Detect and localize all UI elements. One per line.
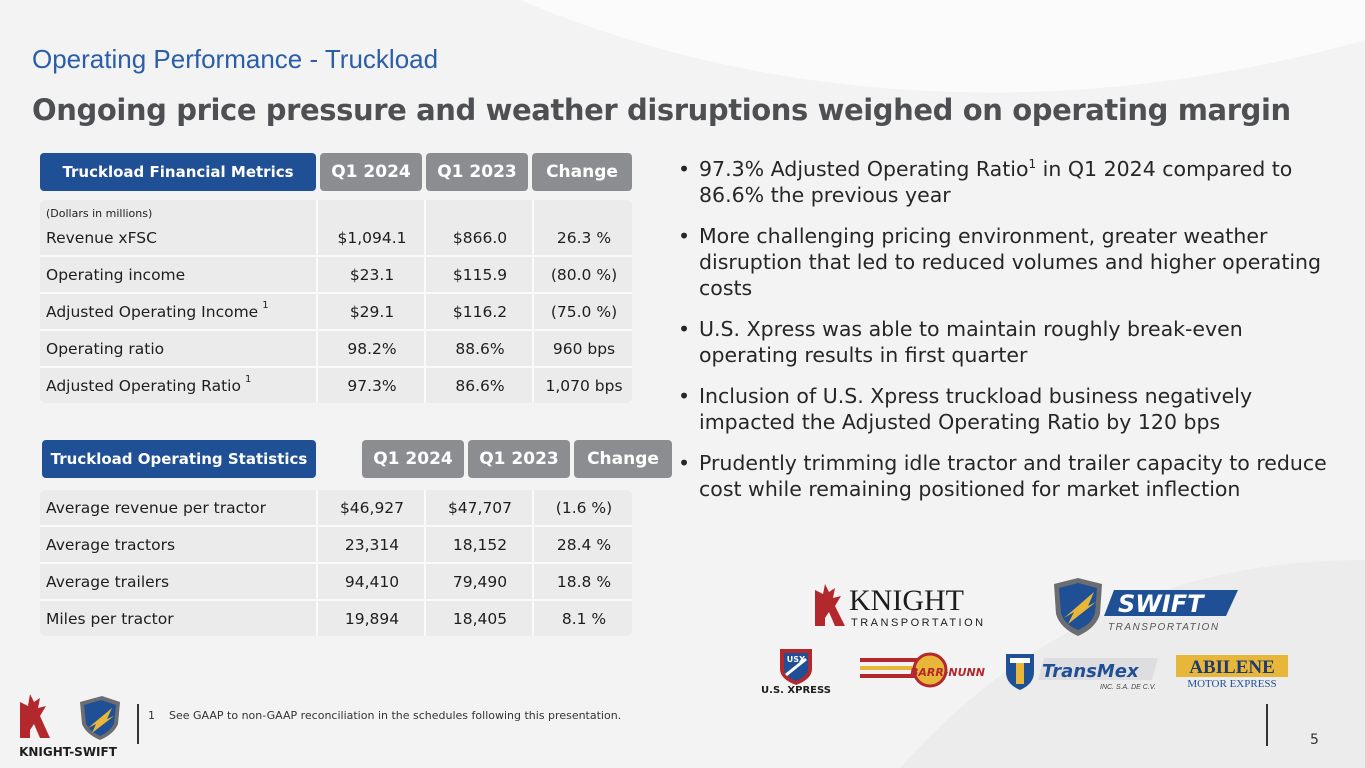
- bullet-list: 97.3% Adjusted Operating Ratio1 in Q1 20…: [678, 156, 1348, 517]
- change-value: 28.4 %: [532, 527, 632, 562]
- row-label: Average revenue per tractor: [46, 498, 267, 517]
- table-body: Average revenue per tractor $46,927 $47,…: [40, 490, 632, 636]
- bullet-item: More challenging pricing environment, gr…: [678, 223, 1348, 301]
- table-title: Truckload Operating Statistics: [42, 440, 316, 478]
- barr-nunn-logo-name: BARR-NUNN: [910, 666, 985, 679]
- row-label: Adjusted Operating Ratio 1: [46, 374, 252, 395]
- footnote-marker: 1: [262, 300, 269, 311]
- footnote-marker: 1: [1028, 157, 1037, 172]
- footnote-number: 1: [148, 709, 155, 722]
- change-value: 1,070 bps: [532, 368, 632, 403]
- column-header: Change: [532, 153, 632, 191]
- q1-2024-value: $29.1: [316, 294, 426, 329]
- q1-2024-value: 19,894: [316, 601, 426, 636]
- transmex-logo: TransMex INC. S.A. DE C.V.: [1006, 654, 1158, 691]
- transmex-logo-name: TransMex: [1042, 661, 1140, 682]
- q1-2023-value: 79,490: [424, 564, 534, 599]
- corporate-logo-name: KNIGHT-SWIFT: [19, 745, 118, 759]
- table-header: Truckload Operating Statistics Q1 2024 Q…: [40, 440, 672, 480]
- abilene-logo-sub: MOTOR EXPRESS: [1187, 678, 1276, 689]
- change-value: 960 bps: [532, 331, 632, 366]
- q1-2024-value: $23.1: [316, 257, 426, 292]
- page-number: 5: [1310, 732, 1319, 748]
- q1-2024-value: 23,314: [316, 527, 426, 562]
- slide-headline: Ongoing price pressure and weather disru…: [32, 93, 1291, 127]
- operating-statistics-table: Truckload Operating Statistics Q1 2024 Q…: [40, 440, 672, 636]
- bullet-item: 97.3% Adjusted Operating Ratio1 in Q1 20…: [678, 156, 1348, 208]
- row-label: Average trailers: [46, 572, 170, 591]
- q1-2023-value: $866.0: [424, 220, 534, 255]
- barr-nunn-logo: BARR-NUNN: [860, 652, 985, 688]
- q1-2023-value: 86.6%: [424, 368, 534, 403]
- column-header: Q1 2023: [426, 153, 528, 191]
- section-title: Operating Performance - Truckload: [32, 44, 439, 74]
- table-row: Operating income $23.1 $115.9 (80.0 %): [40, 255, 632, 292]
- table-body: (Dollars in millions) Revenue xFSC $1,09…: [40, 200, 632, 403]
- swift-logo-name: SWIFT: [1118, 590, 1205, 618]
- column-header: Q1 2023: [468, 440, 570, 478]
- column-header: Q1 2024: [362, 440, 464, 478]
- change-value: (1.6 %): [532, 490, 632, 525]
- table-title: Truckload Financial Metrics: [40, 153, 316, 191]
- swift-transportation-logo: SWIFT TRANSPORTATION: [1054, 578, 1238, 636]
- knight-transportation-logo: KNIGHT TRANSPORTATION: [815, 584, 986, 629]
- table-note-row: (Dollars in millions): [40, 200, 632, 220]
- table-row: Miles per tractor 19,894 18,405 8.1 %: [40, 599, 632, 636]
- footnote-text: See GAAP to non-GAAP reconciliation in t…: [169, 709, 622, 722]
- q1-2023-value: $116.2: [424, 294, 534, 329]
- table-row: Adjusted Operating Income 1 $29.1 $116.2 …: [40, 292, 632, 329]
- q1-2024-value: $1,094.1: [316, 220, 426, 255]
- usx-badge-text: USX: [787, 655, 806, 664]
- q1-2023-value: 88.6%: [424, 331, 534, 366]
- knight-logo-name: KNIGHT: [849, 584, 964, 617]
- change-value: (80.0 %): [532, 257, 632, 292]
- column-header: Q1 2024: [320, 153, 422, 191]
- change-value: (75.0 %): [532, 294, 632, 329]
- table-row: Revenue xFSC $1,094.1 $866.0 26.3 %: [40, 220, 632, 255]
- q1-2023-value: $47,707: [424, 490, 534, 525]
- table-row: Adjusted Operating Ratio 1 97.3% 86.6% 1,…: [40, 366, 632, 403]
- q1-2023-value: 18,405: [424, 601, 534, 636]
- swift-logo-sub: TRANSPORTATION: [1108, 622, 1220, 633]
- q1-2024-value: 98.2%: [316, 331, 426, 366]
- row-label: Operating ratio: [46, 339, 165, 358]
- table-row: Average revenue per tractor $46,927 $47,…: [40, 490, 632, 525]
- q1-2023-value: 18,152: [424, 527, 534, 562]
- usx-logo-name: U.S. XPRESS: [761, 685, 831, 695]
- q1-2024-value: 97.3%: [316, 368, 426, 403]
- q1-2024-value: $46,927: [316, 490, 426, 525]
- q1-2023-value: $115.9: [424, 257, 534, 292]
- table-row: Average tractors 23,314 18,152 28.4 %: [40, 525, 632, 562]
- footnote-marker: 1: [244, 374, 252, 385]
- knight-swift-corporate-logo: KNIGHT-SWIFT: [19, 694, 120, 759]
- change-value: 8.1 %: [532, 601, 632, 636]
- change-value: 26.3 %: [532, 220, 632, 255]
- footnote: 1 See GAAP to non-GAAP reconciliation in…: [148, 709, 621, 722]
- bullet-item: Prudently trimming idle tractor and trai…: [678, 450, 1348, 502]
- row-label: Adjusted Operating Income 1: [46, 300, 269, 321]
- row-label: Miles per tractor: [46, 609, 174, 628]
- row-label: Average tractors: [46, 535, 176, 554]
- us-xpress-logo: USX U.S. XPRESS: [761, 649, 831, 695]
- page-divider: [1266, 704, 1268, 746]
- row-label: Revenue xFSC: [46, 228, 157, 247]
- table-header: Truckload Financial Metrics Q1 2024 Q1 2…: [40, 153, 632, 193]
- table-row: Average trailers 94,410 79,490 18.8 %: [40, 562, 632, 599]
- row-label: Operating income: [46, 265, 186, 284]
- change-value: 18.8 %: [532, 564, 632, 599]
- q1-2024-value: 94,410: [316, 564, 426, 599]
- abilene-logo-name: ABILENE: [1189, 657, 1275, 678]
- footer-divider: [137, 704, 139, 744]
- transmex-logo-sub: INC. S.A. DE C.V.: [1100, 684, 1156, 691]
- financial-metrics-table: Truckload Financial Metrics Q1 2024 Q1 2…: [40, 153, 632, 403]
- table-row: Operating ratio 98.2% 88.6% 960 bps: [40, 329, 632, 366]
- abilene-motor-express-logo: ABILENE MOTOR EXPRESS: [1176, 655, 1288, 689]
- bullet-item: Inclusion of U.S. Xpress truckload busin…: [678, 383, 1348, 435]
- units-note: (Dollars in millions): [46, 207, 153, 220]
- bullet-item: U.S. Xpress was able to maintain roughly…: [678, 316, 1348, 368]
- column-header: Change: [574, 440, 672, 478]
- knight-logo-sub: TRANSPORTATION: [851, 617, 986, 629]
